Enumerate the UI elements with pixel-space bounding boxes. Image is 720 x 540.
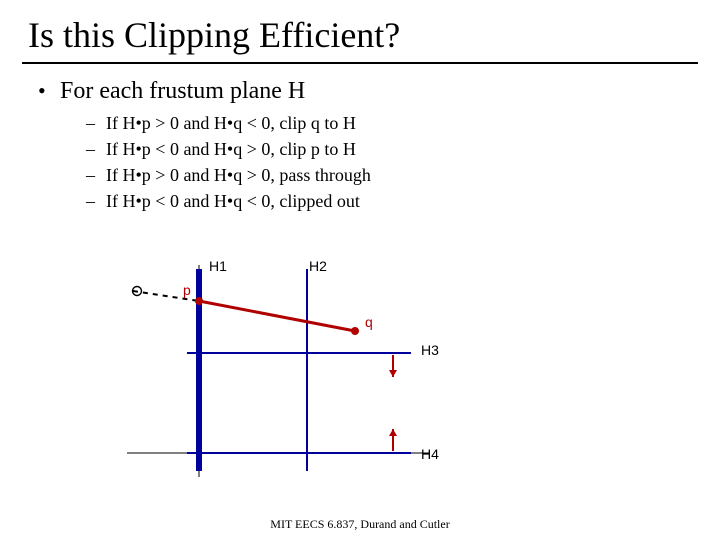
bullet-dash-icon: –: [86, 113, 106, 134]
sub-bullets: – If H•p > 0 and H•q < 0, clip q to H – …: [38, 113, 720, 212]
svg-text:H4: H4: [421, 446, 439, 462]
bullet-lvl2: – If H•p > 0 and H•q < 0, clip q to H: [86, 113, 720, 134]
clipping-diagram: H1 H2 H3 H4 p q: [115, 255, 495, 495]
bullet-lvl2-text: If H•p > 0 and H•q > 0, pass through: [106, 165, 371, 186]
bullet-dash-icon: –: [86, 139, 106, 160]
svg-text:p: p: [183, 282, 191, 298]
slide-title: Is this Clipping Efficient?: [0, 0, 720, 62]
bullet-lvl2-text: If H•p < 0 and H•q < 0, clipped out: [106, 191, 360, 212]
bullet-lvl2-text: If H•p < 0 and H•q > 0, clip p to H: [106, 139, 356, 160]
footer-text: MIT EECS 6.837, Durand and Cutler: [0, 517, 720, 532]
bullet-dash-icon: –: [86, 165, 106, 186]
svg-text:q: q: [365, 314, 373, 330]
bullet-lvl2-text: If H•p > 0 and H•q < 0, clip q to H: [106, 113, 356, 134]
bullet-lvl1: • For each frustum plane H: [38, 78, 720, 105]
bullet-area: • For each frustum plane H – If H•p > 0 …: [0, 64, 720, 212]
bullet-lvl2: – If H•p < 0 and H•q > 0, clip p to H: [86, 139, 720, 160]
bullet-lvl2: – If H•p < 0 and H•q < 0, clipped out: [86, 191, 720, 212]
svg-text:H2: H2: [309, 258, 327, 274]
svg-text:H3: H3: [421, 342, 439, 358]
bullet-dash-icon: –: [86, 191, 106, 212]
diagram-svg: H1 H2 H3 H4 p q: [115, 255, 495, 495]
bullet-dot-icon: •: [38, 78, 60, 104]
svg-text:H1: H1: [209, 258, 227, 274]
bullet-lvl1-text: For each frustum plane H: [60, 78, 305, 105]
slide: Is this Clipping Efficient? • For each f…: [0, 0, 720, 540]
bullet-lvl2: – If H•p > 0 and H•q > 0, pass through: [86, 165, 720, 186]
